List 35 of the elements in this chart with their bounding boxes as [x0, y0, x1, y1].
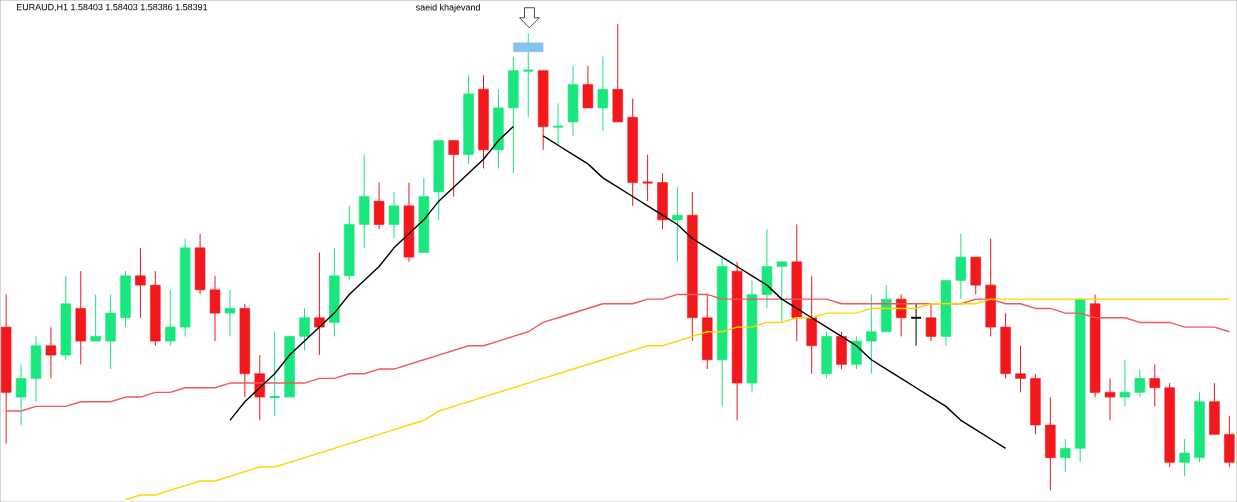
candlestick: [448, 139, 459, 197]
chart-title: EURAUD,H1 1.58403 1.58403 1.58386 1.58391: [16, 3, 208, 12]
candlestick: [165, 289, 176, 347]
candlestick: [1104, 377, 1116, 421]
candlestick: [299, 307, 310, 351]
candlestick: [866, 293, 877, 375]
candlestick: [45, 326, 57, 379]
candlestick: [522, 32, 535, 118]
candlestick: [1060, 438, 1071, 473]
candlestick: [1179, 438, 1190, 477]
candlestick: [135, 247, 146, 319]
candlestick: [1119, 359, 1131, 407]
candlestick: [582, 65, 594, 109]
candlestick: [388, 191, 400, 239]
candlestick: [15, 363, 27, 426]
candlestick: [910, 303, 923, 347]
candlestick: [90, 293, 101, 342]
candlestick: [776, 261, 788, 323]
candlestick: [1149, 363, 1160, 407]
candlestick: [314, 251, 325, 356]
candlestick: [672, 186, 683, 263]
text: saeid khajevand: [415, 3, 480, 13]
candlestick: [955, 233, 967, 300]
candlestick: [925, 303, 937, 342]
candlestick: [373, 181, 385, 230]
candlestick: [1015, 345, 1026, 393]
candlestick: [209, 275, 221, 342]
candlestick: [268, 331, 281, 417]
candlestick: [224, 289, 236, 337]
candlestick: [851, 335, 862, 370]
candlestick: [597, 56, 609, 132]
candlestick: [895, 293, 907, 337]
candlestick: [552, 102, 565, 146]
candlestick: [641, 153, 654, 202]
candlestick: [1134, 368, 1146, 398]
